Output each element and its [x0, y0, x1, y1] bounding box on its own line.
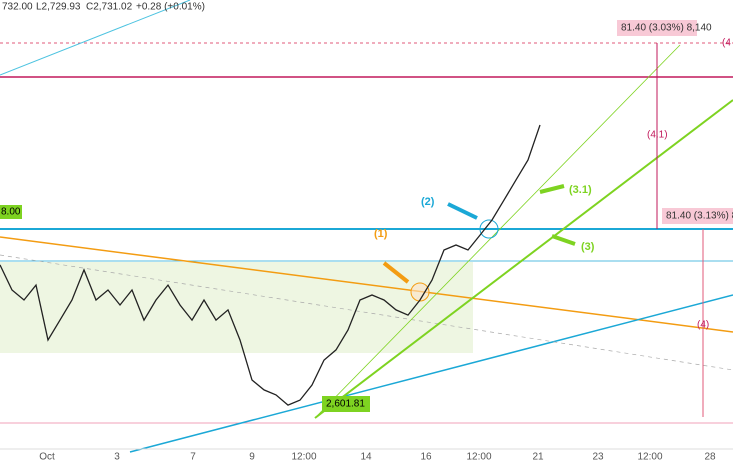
label: (4	[722, 38, 731, 49]
x-axis-label: 12:00	[637, 452, 662, 463]
x-axis-label: Oct	[39, 452, 55, 463]
arrow	[551, 234, 576, 246]
trend-line	[0, 236, 733, 333]
arrow	[382, 261, 410, 284]
arrow	[447, 202, 478, 220]
label: (1)	[374, 228, 388, 240]
marker	[410, 282, 430, 302]
measure-label: 81.40 (3.03%) 8,140	[621, 23, 712, 34]
measure-box	[617, 20, 697, 36]
low-box	[322, 396, 370, 412]
level-box	[0, 205, 22, 219]
measure-box	[662, 208, 733, 224]
label: (3.1)	[569, 184, 592, 196]
x-axis-label: 28	[704, 452, 716, 463]
x-axis-label: 16	[420, 452, 432, 463]
price-line	[0, 124, 541, 406]
trend-line	[129, 294, 733, 453]
level-label: 8.00	[1, 207, 21, 218]
trend-line	[0, 0, 191, 76]
trend-line	[314, 99, 733, 419]
x-axis-label: 23	[592, 452, 604, 463]
x-axis-label: 12:00	[466, 452, 491, 463]
x-axis-label: 14	[360, 452, 372, 463]
marker	[479, 219, 499, 239]
low-label: 2,601.81	[326, 399, 365, 410]
measure-label: 81.40 (3.13%) 8,14	[666, 211, 733, 222]
label: (4)	[697, 320, 709, 331]
x-axis-label: 9	[249, 452, 255, 463]
arrow	[539, 184, 565, 194]
label: (4.1)	[647, 130, 668, 141]
label: (2)	[421, 196, 435, 208]
x-axis-label: 3	[114, 452, 120, 463]
trend-line	[0, 254, 733, 371]
range-box	[0, 262, 473, 353]
x-axis-label: 7	[190, 452, 196, 463]
ohlc-open: 732.00	[2, 2, 33, 13]
x-axis-label: 21	[532, 452, 544, 463]
x-axis-label: 12:00	[291, 452, 316, 463]
ohlc-close: C2,731.02	[86, 2, 133, 13]
ohlc-low: L2,729.93	[36, 2, 81, 13]
label: (3)	[581, 241, 595, 253]
ohlc-change: +0.28 (+0.01%)	[136, 2, 205, 13]
